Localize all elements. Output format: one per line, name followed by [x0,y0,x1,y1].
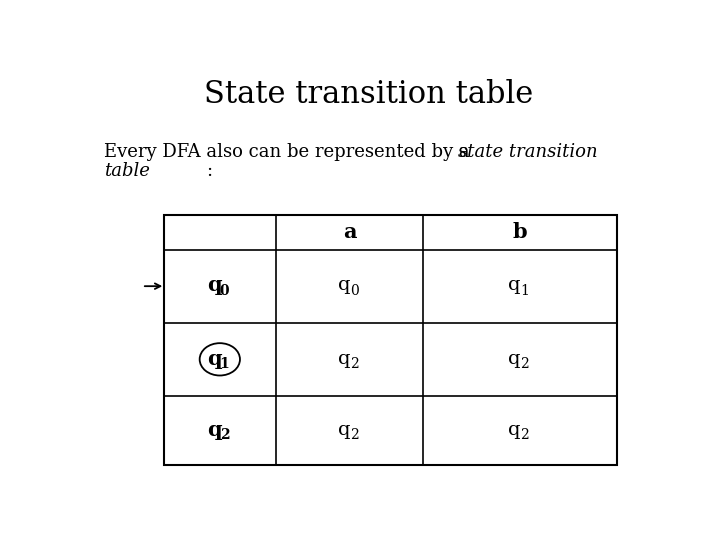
Text: 1: 1 [220,357,230,371]
Text: q: q [207,275,222,295]
Text: 2: 2 [521,357,529,371]
Text: 0: 0 [220,284,229,298]
Text: q: q [207,348,222,369]
Text: 2: 2 [350,428,359,442]
Text: 1: 1 [521,284,529,298]
Text: :: : [206,162,212,180]
Text: Every DFA also can be represented by a: Every DFA also can be represented by a [104,143,475,161]
Text: state transition: state transition [459,143,598,161]
Text: 0: 0 [350,284,359,298]
Text: q: q [508,349,521,368]
Text: q: q [207,420,222,440]
Text: q: q [508,276,521,294]
Text: a: a [343,222,356,242]
Text: 2: 2 [521,428,529,442]
Bar [163,215,617,465]
Text: q: q [508,421,521,439]
Text: q: q [338,349,351,368]
Text: b: b [513,222,528,242]
Text: q: q [338,276,351,294]
Text: table: table [104,162,150,180]
Text: q: q [338,421,351,439]
Text: 2: 2 [220,428,229,442]
Text: State transition table: State transition table [204,78,534,110]
Text: 2: 2 [350,357,359,371]
